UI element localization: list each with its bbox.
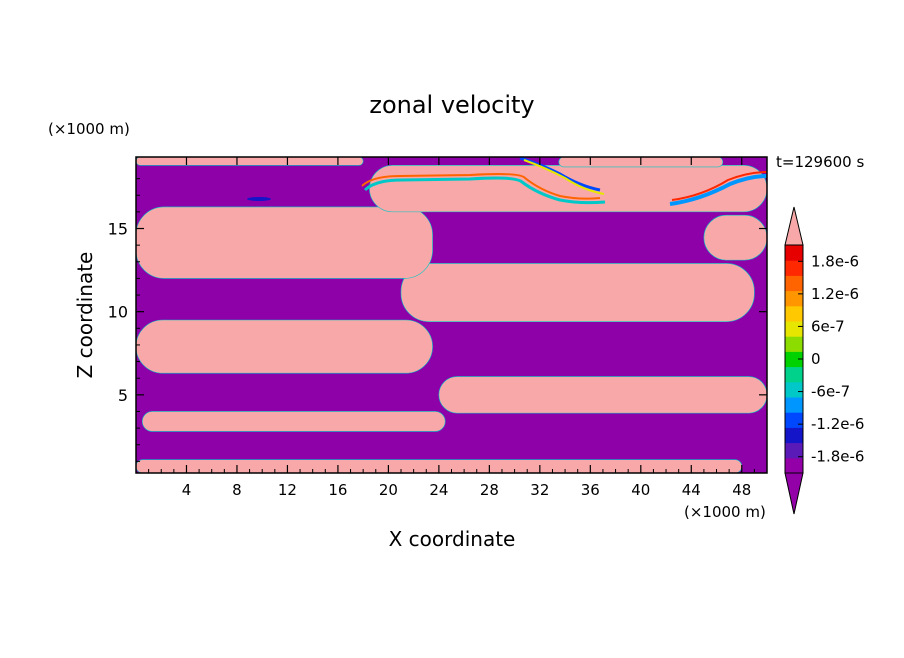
gradient-band-right: [669, 174, 767, 206]
colorbar-segment-2: [785, 427, 803, 444]
contour-region-3: [438, 376, 767, 414]
contour-region-5: [400, 263, 755, 322]
x-tick-label-12: 12: [278, 481, 297, 499]
z-tick-label-10: 10: [108, 303, 128, 322]
colorbar-segment-10: [785, 305, 803, 322]
x-tick-label-20: 20: [379, 481, 398, 499]
contour-region-4: [136, 319, 433, 374]
colorbar-segment-8: [785, 336, 803, 352]
x-tick-label-4: 4: [182, 481, 192, 499]
x-tick-label-24: 24: [429, 481, 448, 499]
z-tick-label-15: 15: [108, 220, 128, 239]
colorbar-segment-1: [785, 442, 803, 459]
x-tick-label-32: 32: [530, 481, 549, 499]
z-unit-label: (×1000 m): [48, 120, 130, 138]
colorbar-segment-4: [785, 397, 803, 413]
colorbar-tick-label-3: 0: [811, 350, 821, 368]
gradient-band-right-2: [671, 171, 767, 201]
colorbar-segment-14: [785, 245, 803, 261]
z-tick-label-5: 5: [118, 386, 128, 405]
contour-region-8: [369, 165, 767, 213]
x-tick-label-40: 40: [631, 481, 650, 499]
gradient-bands: [247, 157, 767, 206]
x-tick-label-28: 28: [480, 481, 499, 499]
contour-region-6: [136, 206, 433, 279]
colorbar-tick-label-2: 6e-7: [811, 317, 845, 335]
colorbar-segment-9: [785, 321, 803, 337]
colorbar-segment-3: [785, 412, 803, 428]
colorbar-segment-12: [785, 275, 803, 292]
x-tick-label-36: 36: [581, 481, 600, 499]
x-tick-label-44: 44: [682, 481, 701, 499]
plot-area: [135, 156, 768, 474]
x-axis-label: X coordinate: [389, 527, 516, 551]
colorbar-segment-11: [785, 290, 803, 307]
contour-regions: [136, 157, 767, 473]
z-axis-label: Z coordinate: [73, 252, 97, 379]
x-unit-label: (×1000 m): [684, 503, 766, 521]
contour-region-7: [703, 214, 767, 261]
colorbar-tick-label-1: 1.2e-6: [811, 285, 859, 303]
colorbar-segment-0: [785, 457, 803, 474]
contour-region-2: [142, 411, 446, 432]
colorbar-tick-label-0: 1.8e-6: [811, 252, 859, 270]
gradient-band-lower-2: [523, 159, 605, 195]
z-axis: 5 10 15: [108, 178, 767, 462]
colorbar: 1.8e-6 1.2e-6 6e-7 0 -6e-7 -1.2e-6 -1.8e-6: [784, 206, 864, 515]
colorbar-segment-7: [785, 351, 803, 368]
colorbar-segment-6: [785, 366, 803, 383]
x-tick-label-8: 8: [232, 481, 242, 499]
small-blue-patch: [247, 197, 271, 201]
colorbar-tick-label-5: -1.2e-6: [811, 415, 864, 433]
gradient-band-upper: [361, 173, 601, 200]
colorbar-segment-13: [785, 260, 803, 276]
x-axis: 4 8 12 16 20 24 28 32 36 40 44 48: [148, 157, 755, 499]
time-label: t=129600 s: [776, 153, 864, 171]
colorbar-tick-label-6: -1.8e-6: [811, 448, 864, 466]
colorbar-tick-label-4: -6e-7: [811, 383, 850, 401]
x-tick-label-16: 16: [328, 481, 347, 499]
contour-region-9: [136, 157, 364, 166]
gradient-band-upper-blue: [363, 176, 606, 205]
colorbar-segment-5: [785, 381, 803, 398]
x-tick-label-48: 48: [732, 481, 751, 499]
chart-title: zonal velocity: [369, 91, 534, 119]
